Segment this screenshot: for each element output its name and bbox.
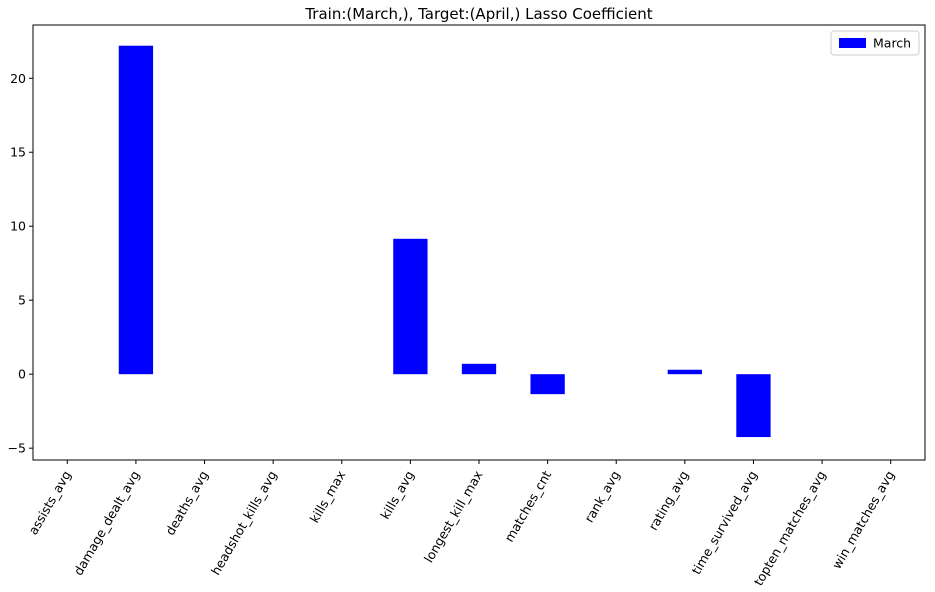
y-axis: −5 0 5 10 15 20 — [8, 71, 33, 456]
x-tick-label: assists_avg — [25, 468, 74, 537]
x-tick-label: matches_cnt — [501, 468, 554, 545]
y-tick-label: 20 — [10, 71, 26, 86]
x-tick-label: kills_avg — [377, 468, 417, 522]
bars-group — [118, 45, 771, 438]
y-tick-label: 10 — [10, 219, 26, 234]
x-tick-label: deaths_avg — [162, 468, 211, 538]
x-tick-label: rank_avg — [581, 468, 623, 525]
bar-longest_kill_max — [461, 363, 497, 375]
x-tick-label: topten_matches_avg — [751, 468, 829, 588]
y-tick-label: 5 — [18, 293, 26, 308]
bar-time_survived_avg — [736, 374, 771, 438]
x-tick-label: damage_dealt_avg — [70, 468, 142, 578]
x-tick-label: win_matches_avg — [829, 468, 897, 572]
bar-damage_dealt_avg — [118, 45, 154, 375]
x-tick-label: kills_max — [307, 468, 349, 525]
bar-matches_cnt — [530, 374, 565, 395]
legend: March — [830, 30, 920, 56]
bar-kills_avg — [393, 238, 428, 375]
x-tick-label: time_survived_avg — [688, 468, 760, 577]
plot-area — [32, 24, 926, 461]
x-tick-label: headshot_kills_avg — [208, 468, 280, 578]
y-tick-label: −5 — [8, 441, 26, 456]
y-tick-label: 0 — [18, 367, 26, 382]
bar-rating_avg — [667, 369, 702, 375]
y-tick-label: 15 — [10, 145, 26, 160]
x-tick-label: longest_kill_max — [421, 468, 486, 565]
legend-label: March — [873, 36, 911, 51]
legend-swatch — [839, 38, 866, 48]
chart-title: Train:(March,), Target:(April,) Lasso Co… — [304, 5, 652, 23]
x-tick-label: rating_avg — [645, 468, 691, 533]
legend-box — [830, 30, 920, 56]
plot-frame — [32, 24, 926, 461]
